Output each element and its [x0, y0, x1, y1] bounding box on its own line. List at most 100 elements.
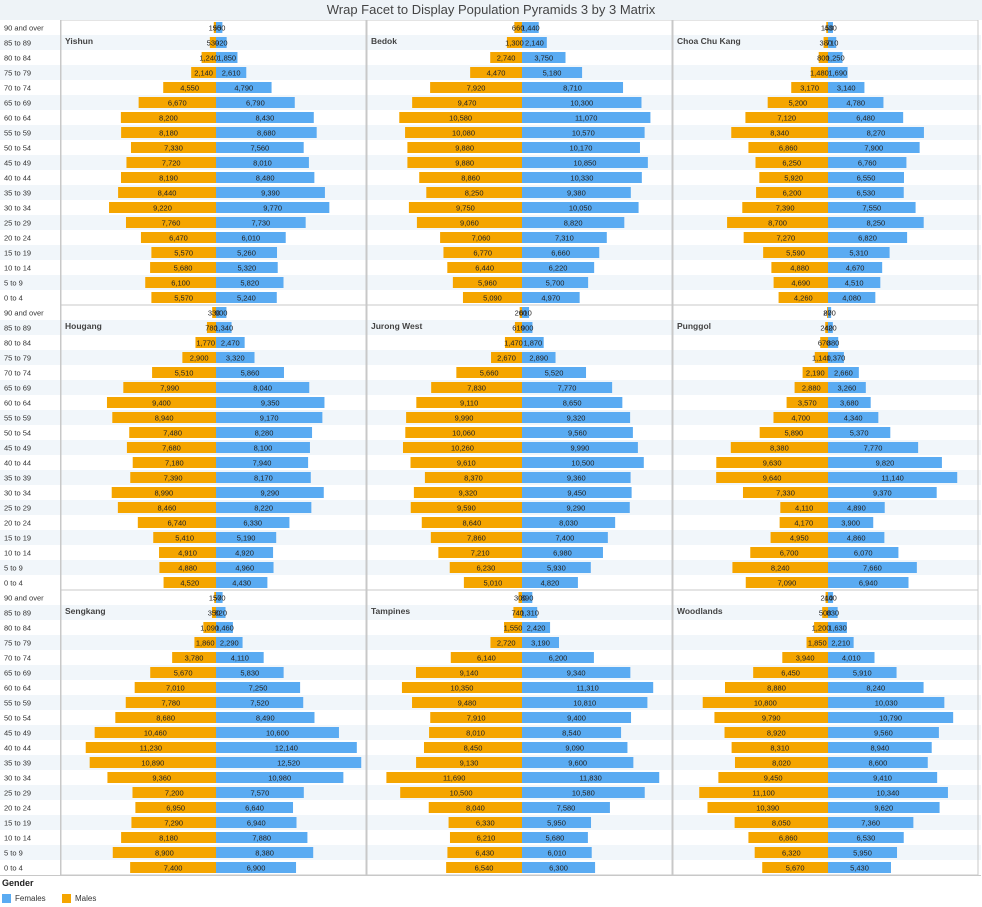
age-tick-label: 55 to 59 — [4, 699, 31, 708]
bar-males — [759, 172, 828, 183]
data-label-females: 6,530 — [856, 834, 875, 843]
data-label-females: 270 — [823, 309, 836, 318]
data-label-males: 8,860 — [461, 174, 480, 183]
bar-males — [213, 22, 216, 33]
bar-males — [825, 592, 828, 603]
data-label-males: 5,670 — [174, 669, 193, 678]
bar-females — [216, 322, 232, 333]
data-label-males: 4,470 — [487, 69, 506, 78]
legend-item-males[interactable]: Males — [62, 894, 97, 904]
bar-females — [216, 307, 227, 318]
data-label-males: 9,610 — [457, 459, 476, 468]
bar-females — [828, 457, 942, 468]
bar-females — [216, 82, 272, 93]
data-label-females: 5,820 — [240, 279, 259, 288]
data-label-males: 1,860 — [196, 639, 215, 648]
bar-females — [216, 37, 227, 48]
bar-males — [423, 742, 522, 753]
bar-females — [216, 787, 304, 798]
bar-males — [159, 547, 216, 558]
bar-males — [490, 637, 522, 648]
bar-males — [731, 742, 828, 753]
bar-males — [109, 202, 216, 213]
age-tick-label: 40 to 44 — [4, 174, 31, 183]
bar-females — [216, 847, 314, 858]
data-label-males: 1,550 — [504, 624, 523, 633]
data-label-males: 7,920 — [467, 84, 486, 93]
data-label-females: 1,630 — [828, 624, 847, 633]
data-label-females: 610 — [519, 309, 532, 318]
bar-males — [773, 277, 828, 288]
bar-females — [522, 802, 610, 813]
data-label-females: 8,540 — [562, 729, 581, 738]
bar-males — [756, 187, 828, 198]
data-label-females: 4,510 — [845, 279, 864, 288]
data-label-males: 6,860 — [779, 144, 798, 153]
age-tick-label: 0 to 4 — [4, 864, 23, 873]
data-label-males: 350 — [208, 609, 221, 618]
data-label-males: 5,680 — [174, 264, 193, 273]
data-label-females: 5,520 — [545, 369, 564, 378]
data-label-females: 5,860 — [241, 369, 260, 378]
bar-males — [745, 112, 828, 123]
bar-males — [450, 652, 522, 663]
legend-swatch-females — [2, 894, 11, 904]
data-label-males: 9,480 — [458, 699, 477, 708]
age-tick-label: 25 to 29 — [4, 219, 31, 228]
data-label-females: 6,010 — [241, 234, 260, 243]
row-band — [0, 335, 981, 350]
data-label-females: 1,250 — [826, 54, 845, 63]
bar-females — [828, 502, 885, 513]
data-label-males: 7,720 — [162, 159, 181, 168]
legend-label-males: Males — [75, 894, 97, 903]
bar-males — [759, 427, 828, 438]
age-tick-label: 20 to 24 — [4, 234, 31, 243]
data-label-females: 1,690 — [828, 69, 847, 78]
bar-females — [216, 832, 308, 843]
data-label-males: 210 — [821, 594, 834, 603]
bar-males — [107, 772, 216, 783]
bar-females — [216, 292, 277, 303]
bar-females — [522, 607, 538, 618]
age-tick-label: 30 to 34 — [4, 489, 31, 498]
bar-females — [216, 547, 274, 558]
age-tick-label: 70 to 74 — [4, 654, 31, 663]
bar-females — [216, 262, 278, 273]
data-label-males: 4,880 — [790, 264, 809, 273]
data-label-females: 6,330 — [243, 519, 262, 528]
data-label-females: 430 — [824, 24, 837, 33]
legend-item-females[interactable]: Females — [2, 894, 46, 904]
data-label-females: 9,410 — [873, 774, 892, 783]
data-label-females: 6,900 — [247, 864, 266, 873]
age-tick-label: 25 to 29 — [4, 789, 31, 798]
data-label-males: 10,060 — [452, 429, 475, 438]
data-label-males: 3,780 — [185, 654, 204, 663]
bar-females — [522, 532, 608, 543]
facet-title: Tampines — [371, 606, 410, 616]
bar-females — [828, 202, 916, 213]
data-label-females: 4,890 — [847, 504, 866, 513]
data-label-females: 7,940 — [253, 459, 272, 468]
bar-females — [522, 202, 639, 213]
data-label-females: 6,940 — [859, 579, 878, 588]
data-label-males: 8,450 — [464, 744, 483, 753]
bar-males — [429, 727, 522, 738]
bar-males — [518, 592, 522, 603]
data-label-males: 2,740 — [497, 54, 516, 63]
data-label-females: 6,200 — [549, 654, 568, 663]
bar-females — [828, 142, 920, 153]
age-tick-label: 85 to 89 — [4, 39, 31, 48]
age-tick-label: 20 to 24 — [4, 519, 31, 528]
data-label-males: 190 — [209, 24, 222, 33]
data-label-males: 9,130 — [460, 759, 479, 768]
bar-females — [522, 517, 616, 528]
bar-males — [172, 652, 216, 663]
bar-females — [828, 382, 866, 393]
bar-females — [522, 292, 580, 303]
legend: Gender Females Males — [0, 876, 982, 907]
facet-title: Woodlands — [677, 606, 723, 616]
data-label-females: 7,520 — [250, 699, 269, 708]
data-label-females: 7,660 — [863, 564, 882, 573]
row-band — [0, 35, 981, 50]
data-label-males: 7,400 — [164, 864, 183, 873]
